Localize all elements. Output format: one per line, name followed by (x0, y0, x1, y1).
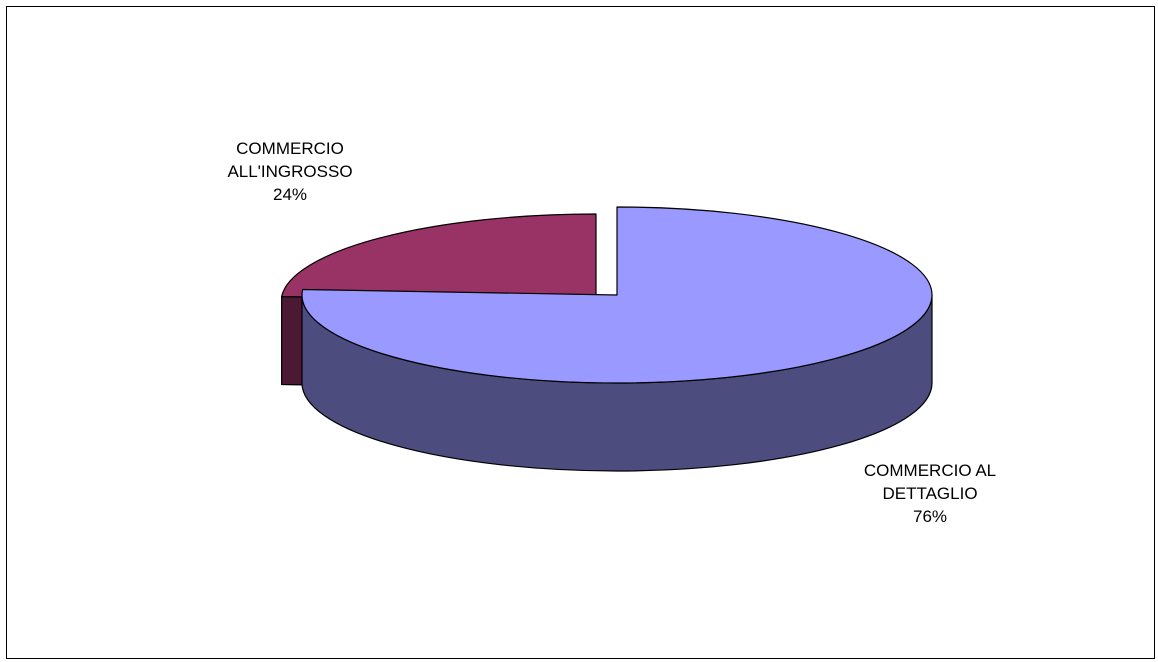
data-label-retail: COMMERCIO AL DETTAGLIO 76% (863, 461, 997, 526)
slice-wholesale (281, 213, 597, 303)
data-label-wholesale: COMMERCIO ALL'INGROSSO 24% (227, 139, 353, 204)
slice-retail (301, 206, 933, 384)
